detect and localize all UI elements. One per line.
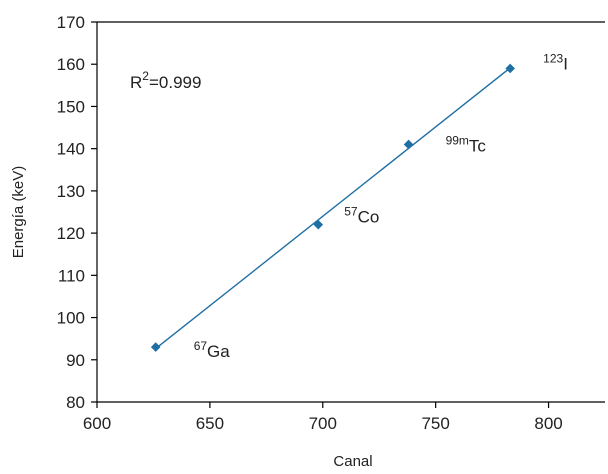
mass-number: 57: [344, 205, 358, 219]
y-tick-label: 120: [57, 224, 85, 243]
element-symbol: Co: [358, 208, 380, 227]
y-tick-label: 170: [57, 13, 85, 32]
y-tick-label: 110: [58, 266, 85, 285]
r-squared-exponent: 2: [142, 69, 149, 83]
y-tick-label: 140: [57, 140, 85, 159]
mass-number: 123: [543, 51, 563, 65]
y-tick-label: 100: [57, 309, 85, 328]
x-tick-label: 600: [83, 414, 111, 433]
x-tick-label: 700: [309, 414, 337, 433]
r-squared-label: R2=0.999: [130, 69, 201, 92]
point-label-i: 123I: [543, 51, 568, 73]
r-squared-value: =0.999: [149, 73, 201, 92]
point-label-co: 57Co: [344, 205, 379, 227]
y-tick-label: 90: [66, 351, 85, 370]
x-tick-label: 650: [196, 414, 224, 433]
y-tick-label: 130: [57, 182, 85, 201]
x-tick-label: 800: [534, 414, 562, 433]
y-tick-label: 150: [57, 97, 85, 116]
data-point-i: [505, 63, 515, 74]
fit-line: [155, 67, 511, 350]
element-symbol: I: [563, 54, 568, 73]
data-point-tc: [403, 139, 414, 150]
y-axis-title: Energía (keV): [10, 166, 27, 259]
point-label-ga: 67Ga: [194, 339, 231, 361]
mass-number: 99m: [446, 133, 469, 147]
element-symbol: Tc: [469, 136, 487, 155]
r-squared-base: R: [130, 73, 142, 92]
element-symbol: Ga: [207, 342, 230, 361]
point-label-tc: 99mTc: [446, 133, 487, 155]
x-axis-title: Canal: [333, 453, 372, 470]
data-point-co: [313, 219, 324, 230]
x-tick-label: 750: [421, 414, 449, 433]
mass-number: 67: [194, 339, 208, 353]
y-tick-label: 80: [66, 393, 85, 412]
y-tick-label: 160: [57, 55, 85, 74]
data-point-ga: [150, 342, 161, 352]
